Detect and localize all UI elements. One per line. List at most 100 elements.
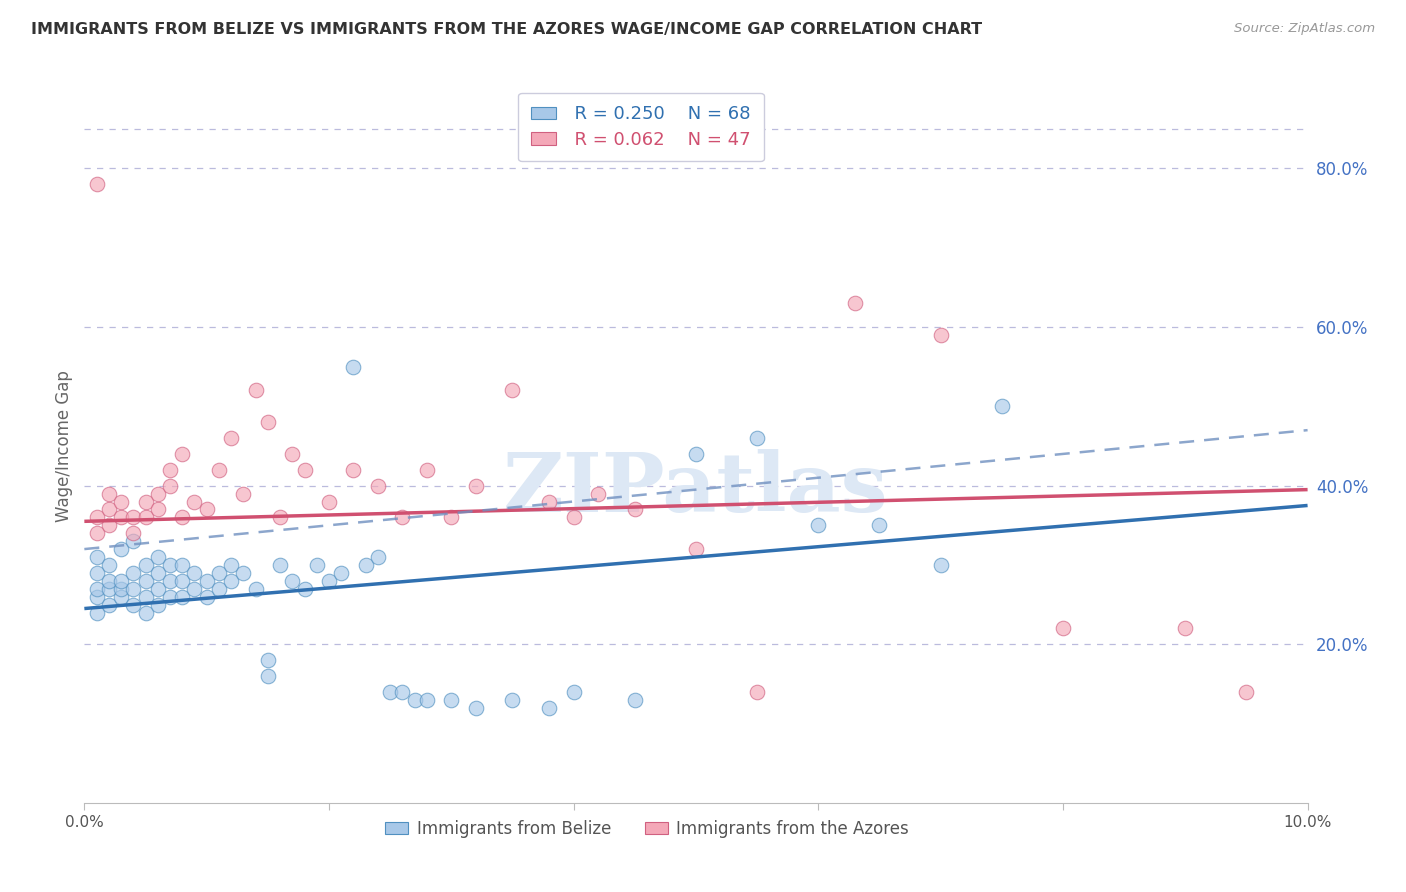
Point bbox=[685, 542, 707, 557]
Point bbox=[183, 582, 205, 596]
Point bbox=[624, 692, 647, 706]
Point bbox=[122, 598, 145, 612]
Point bbox=[245, 582, 267, 596]
Point bbox=[624, 502, 647, 516]
Point bbox=[195, 590, 218, 604]
Point bbox=[342, 359, 364, 374]
Point bbox=[1052, 621, 1074, 635]
Point bbox=[562, 510, 585, 524]
Point bbox=[86, 566, 108, 580]
Point bbox=[440, 510, 463, 524]
Point bbox=[586, 486, 609, 500]
Point bbox=[159, 463, 181, 477]
Point bbox=[97, 582, 120, 596]
Point bbox=[354, 558, 377, 572]
Point bbox=[135, 590, 157, 604]
Point bbox=[367, 549, 389, 564]
Text: Source: ZipAtlas.com: Source: ZipAtlas.com bbox=[1234, 22, 1375, 36]
Point bbox=[208, 582, 231, 596]
Point bbox=[391, 510, 413, 524]
Text: ZIPatlas: ZIPatlas bbox=[503, 449, 889, 529]
Point bbox=[257, 669, 280, 683]
Point bbox=[502, 384, 524, 398]
Point bbox=[342, 463, 364, 477]
Point bbox=[219, 431, 242, 445]
Point bbox=[172, 447, 194, 461]
Point bbox=[281, 574, 304, 588]
Point bbox=[159, 574, 181, 588]
Point bbox=[219, 558, 242, 572]
Point bbox=[416, 692, 439, 706]
Point bbox=[183, 494, 205, 508]
Point bbox=[747, 431, 769, 445]
Point bbox=[929, 328, 952, 343]
Point bbox=[562, 685, 585, 699]
Point bbox=[97, 486, 120, 500]
Point bbox=[86, 590, 108, 604]
Point bbox=[122, 526, 145, 541]
Point bbox=[146, 566, 169, 580]
Point bbox=[391, 685, 413, 699]
Point bbox=[97, 558, 120, 572]
Point bbox=[219, 574, 242, 588]
Point bbox=[305, 558, 328, 572]
Point bbox=[245, 384, 267, 398]
Point bbox=[86, 582, 108, 596]
Point bbox=[440, 692, 463, 706]
Point bbox=[183, 566, 205, 580]
Point bbox=[464, 700, 486, 714]
Point bbox=[122, 566, 145, 580]
Point bbox=[929, 558, 952, 572]
Point bbox=[97, 502, 120, 516]
Point bbox=[195, 502, 218, 516]
Point bbox=[159, 558, 181, 572]
Y-axis label: Wage/Income Gap: Wage/Income Gap bbox=[55, 370, 73, 522]
Point bbox=[110, 542, 132, 557]
Point bbox=[257, 415, 280, 429]
Point bbox=[232, 566, 254, 580]
Point bbox=[135, 574, 157, 588]
Point bbox=[269, 510, 291, 524]
Point bbox=[318, 574, 340, 588]
Point bbox=[86, 526, 108, 541]
Point bbox=[110, 574, 132, 588]
Point bbox=[269, 558, 291, 572]
Point bbox=[122, 582, 145, 596]
Point bbox=[281, 447, 304, 461]
Point bbox=[110, 510, 132, 524]
Point bbox=[464, 478, 486, 492]
Point bbox=[135, 494, 157, 508]
Point bbox=[404, 692, 426, 706]
Point bbox=[146, 502, 169, 516]
Point bbox=[991, 400, 1014, 414]
Point bbox=[146, 582, 169, 596]
Point bbox=[538, 494, 561, 508]
Point bbox=[172, 590, 194, 604]
Text: IMMIGRANTS FROM BELIZE VS IMMIGRANTS FROM THE AZORES WAGE/INCOME GAP CORRELATION: IMMIGRANTS FROM BELIZE VS IMMIGRANTS FRO… bbox=[31, 22, 981, 37]
Point bbox=[208, 566, 231, 580]
Point bbox=[97, 574, 120, 588]
Point bbox=[294, 463, 316, 477]
Point bbox=[172, 574, 194, 588]
Point bbox=[807, 518, 830, 533]
Point bbox=[97, 518, 120, 533]
Point bbox=[172, 510, 194, 524]
Point bbox=[416, 463, 439, 477]
Point bbox=[146, 549, 169, 564]
Legend: Immigrants from Belize, Immigrants from the Azores: Immigrants from Belize, Immigrants from … bbox=[378, 814, 915, 845]
Point bbox=[86, 178, 108, 192]
Point bbox=[330, 566, 353, 580]
Point bbox=[502, 692, 524, 706]
Point bbox=[318, 494, 340, 508]
Point bbox=[110, 582, 132, 596]
Point bbox=[747, 685, 769, 699]
Point bbox=[97, 598, 120, 612]
Point bbox=[135, 510, 157, 524]
Point bbox=[294, 582, 316, 596]
Point bbox=[86, 510, 108, 524]
Point bbox=[86, 549, 108, 564]
Point bbox=[367, 478, 389, 492]
Point bbox=[232, 486, 254, 500]
Point bbox=[122, 534, 145, 549]
Point bbox=[159, 478, 181, 492]
